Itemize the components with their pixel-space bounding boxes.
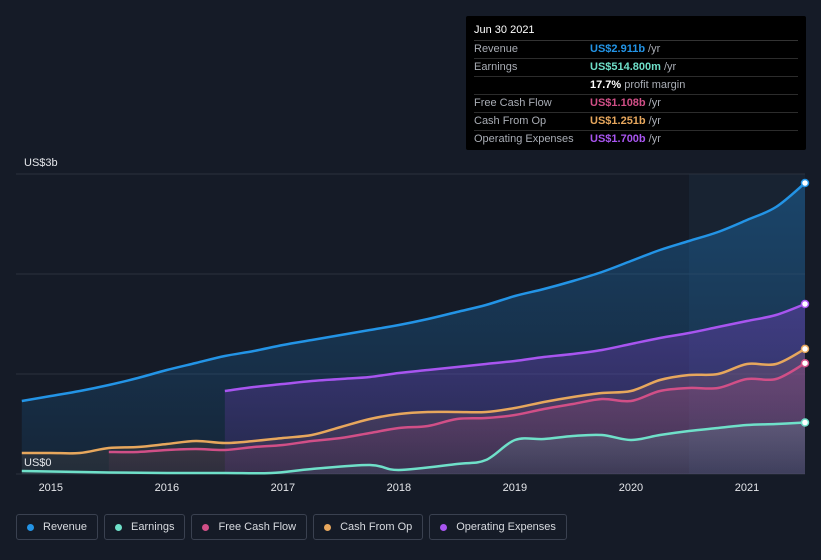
free-cash-flow-line [108, 362, 806, 454]
y-axis-top-label: US$3b [24, 157, 58, 169]
legend-dot-icon [440, 523, 448, 531]
tooltip-value: US$1.251b [590, 115, 646, 127]
tooltip-row-profit-margin: 17.7% profit margin [474, 77, 798, 95]
operating-expenses-line [224, 302, 806, 393]
revenue-line [21, 182, 806, 403]
x-tick-label: 2021 [735, 482, 759, 494]
free-cash-flow-end-marker [800, 358, 810, 368]
tooltip-row-operating-expenses: Operating Expenses US$1.700b/yr [474, 131, 798, 148]
earnings-line [21, 421, 806, 475]
tooltip-unit: /yr [648, 43, 661, 55]
tooltip-label: Cash From Op [474, 115, 547, 127]
tooltip-row-cash-from-op: Cash From Op US$1.251b/yr [474, 113, 798, 131]
tooltip-row-free-cash-flow: Free Cash Flow US$1.108b/yr [474, 95, 798, 113]
legend-dot-icon [202, 523, 210, 531]
revenue-end-marker [800, 178, 810, 188]
legend-label: Revenue [43, 521, 88, 533]
cash-from-op-line [21, 347, 806, 455]
x-tick-label: 2016 [155, 482, 179, 494]
tooltip-row-earnings: Earnings US$514.800m/yr [474, 59, 798, 77]
y-axis-bottom-label: US$0 [24, 457, 52, 469]
legend-item-earnings[interactable]: Earnings [104, 514, 186, 540]
tooltip-label [474, 77, 590, 94]
legend-dot-icon [115, 523, 123, 531]
legend-item-revenue[interactable]: Revenue [16, 514, 99, 540]
tooltip-unit: /yr [648, 133, 661, 145]
x-tick-label: 2019 [503, 482, 527, 494]
x-tick-label: 2017 [271, 482, 295, 494]
earnings-end-marker [800, 418, 810, 427]
tooltip-label: Free Cash Flow [474, 97, 552, 109]
tooltip-unit: /yr [648, 115, 661, 127]
tooltip-panel: Jun 30 2021 Revenue US$2.911b/yr Earnings U… [466, 16, 806, 150]
tooltip-value: US$1.700b [590, 133, 646, 145]
x-tick-label: 2020 [619, 482, 643, 494]
tooltip-value: US$1.108b [590, 97, 646, 109]
legend-item-cash-from-op[interactable]: Cash From Op [313, 514, 424, 540]
legend-label: Earnings [131, 521, 175, 533]
legend-dot-icon [27, 523, 34, 531]
tooltip-label: Operating Expenses [474, 133, 574, 145]
tooltip-date: Jun 30 2021 [474, 22, 798, 41]
operating-expenses-end-marker [800, 299, 810, 309]
legend-item-operating-expenses[interactable]: Operating Expenses [429, 514, 567, 540]
tooltip-unit: /yr [663, 61, 677, 73]
legend-label: Cash From Op [340, 521, 413, 533]
legend-item-free-cash-flow[interactable]: Free Cash Flow [191, 514, 308, 540]
tooltip-value: US$514.800m [590, 61, 661, 73]
tooltip-label: Earnings [474, 61, 518, 73]
tooltip-unit: /yr [648, 97, 661, 109]
x-tick-label: 2018 [387, 482, 411, 494]
tooltip-value: 17.7% [590, 79, 622, 91]
tooltip-unit: profit margin [624, 79, 686, 91]
legend-label: Operating Expenses [456, 521, 556, 533]
legend-label: Free Cash Flow [218, 521, 297, 533]
legend-dot-icon [324, 523, 332, 531]
tooltip-label: Revenue [474, 43, 519, 55]
tooltip-row-revenue: Revenue US$2.911b/yr [474, 41, 798, 59]
tooltip-value: US$2.911b [590, 43, 646, 55]
x-tick-label: 2015 [39, 482, 63, 494]
legend: Revenue Earnings Free Cash Flow Cash From O… [16, 514, 567, 542]
cash-from-op-end-marker [800, 344, 810, 354]
operating-expenses-area [224, 304, 806, 474]
